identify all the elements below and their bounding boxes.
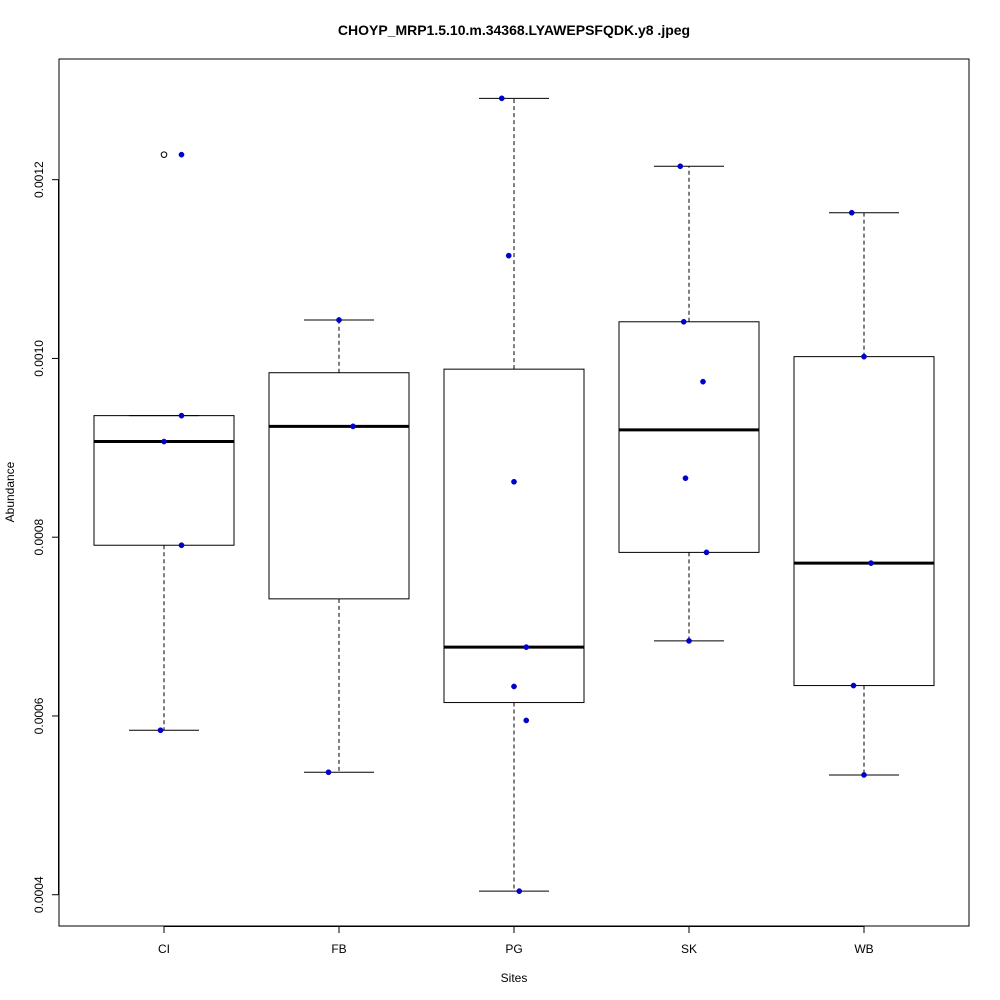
x-tick-label: CI	[158, 942, 170, 956]
data-point	[511, 683, 517, 690]
data-point	[686, 638, 692, 644]
data-point	[178, 542, 185, 549]
y-tick-label: 0.0008	[32, 519, 46, 556]
x-axis: CI FB PG SK WB	[158, 926, 874, 956]
y-axis-label: Abundance	[3, 461, 17, 522]
iqr-box	[268, 372, 410, 600]
iqr-box	[793, 356, 935, 687]
x-tick-label: PG	[505, 942, 522, 956]
data-point	[157, 727, 164, 734]
data-point	[680, 318, 687, 325]
data-point	[178, 412, 185, 419]
data-point	[350, 423, 356, 430]
x-tick-label: WB	[854, 942, 873, 956]
y-tick-label: 0.0004	[32, 876, 46, 913]
y-tick-label: 0.0006	[32, 697, 46, 734]
data-point	[336, 317, 342, 323]
data-point	[868, 560, 874, 566]
data-point	[161, 438, 167, 445]
data-point	[516, 888, 523, 894]
box-pg	[443, 95, 585, 894]
data-point	[848, 209, 855, 216]
x-axis-label: Sites	[501, 971, 528, 985]
chart-title: CHOYP_MRP1.5.10.m.34368.LYAWEPSFQDK.y8 .…	[338, 22, 690, 38]
y-axis: 0.0004 0.0006 0.0008 0.0010 0.0012	[32, 161, 59, 913]
data-point	[178, 151, 185, 158]
iqr-box	[443, 368, 585, 704]
y-tick-label: 0.0012	[32, 161, 46, 198]
data-point	[523, 644, 530, 650]
iqr-box	[618, 321, 760, 553]
data-point	[682, 475, 689, 482]
data-point	[325, 769, 332, 776]
box-ci	[93, 151, 235, 734]
data-point	[677, 163, 684, 170]
data-point	[498, 95, 505, 102]
x-tick-label: SK	[681, 942, 697, 956]
data-point	[861, 772, 867, 778]
box-wb	[793, 209, 935, 778]
y-tick-label: 0.0010	[32, 340, 46, 377]
data-point	[511, 478, 517, 485]
box-fb	[268, 317, 410, 776]
outlier-point	[160, 151, 168, 158]
data-point	[703, 549, 710, 556]
boxes-layer	[93, 95, 935, 894]
box-sk	[618, 163, 760, 644]
data-point	[700, 378, 706, 385]
x-tick-label: FB	[331, 942, 346, 956]
data-point	[523, 717, 530, 724]
iqr-box	[93, 415, 235, 546]
data-point	[505, 252, 512, 259]
data-point	[850, 682, 857, 689]
data-point	[861, 353, 867, 360]
